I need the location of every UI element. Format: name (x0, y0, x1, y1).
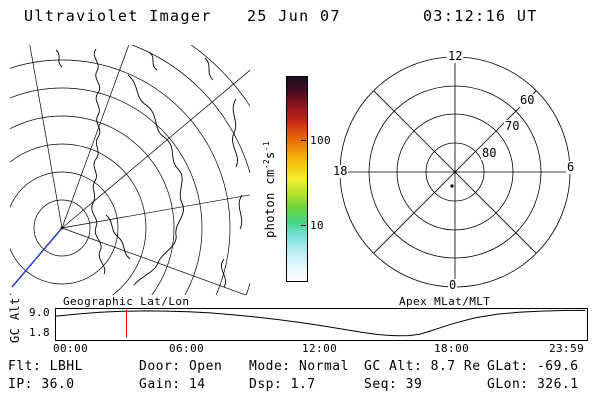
colorbar-unit-label: photon cm-2s-1 (262, 141, 277, 238)
geo-caption: Geographic Lat/Lon (63, 295, 190, 308)
status-door: Door: Open (139, 359, 222, 374)
ytick-bottom: 1.8 (29, 326, 51, 339)
status-label: GLon: (487, 377, 529, 392)
colorbar-tick-label-100: 100 (310, 134, 332, 147)
app-title: Ultraviolet Imager (24, 7, 212, 25)
colorbar-tick-100 (301, 140, 306, 141)
status-label: Flt: (8, 359, 42, 374)
date-display: 25 Jun 07 (247, 7, 341, 25)
geo-grid (10, 45, 250, 295)
status-glat: GLat: -69.6 (487, 359, 579, 374)
status-value: 326.1 (536, 377, 579, 392)
status-value: Normal (298, 359, 349, 374)
mlat-label-70: 70 (504, 119, 521, 134)
unit-text: s (263, 151, 277, 159)
spacecraft-footprint-marker (450, 184, 454, 188)
status-value: -69.6 (536, 359, 579, 374)
mlt-label-0: 0 (448, 278, 458, 293)
xtick-1200: 12:00 (302, 342, 338, 355)
ytick-top: 9.0 (29, 306, 51, 319)
status-glon: GLon: 326.1 (487, 377, 579, 392)
unit-exponent: -2 (262, 158, 271, 170)
unit-text: photon cm (263, 169, 277, 238)
coastlines (55, 48, 243, 288)
status-label: Dsp: (249, 377, 283, 392)
status-label: Door: (139, 359, 181, 374)
orbit-track (11, 227, 63, 288)
status-label: Gain: (139, 377, 181, 392)
status-label: IP: (8, 377, 33, 392)
xtick-2359: 23:59 (549, 342, 585, 355)
xtick-0000: 00:00 (53, 342, 89, 355)
status-label: GLat: (487, 359, 529, 374)
xtick-0600: 06:00 (169, 342, 205, 355)
status-label: Mode: (249, 359, 291, 374)
colorbar-tick-10 (301, 225, 306, 226)
time-display: 03:12:16 UT (423, 7, 538, 25)
status-seq: Seq: 39 (364, 377, 422, 392)
status-value: 36.0 (41, 377, 75, 392)
status-dsp: Dsp: 1.7 (249, 377, 316, 392)
polar-grid (339, 56, 571, 288)
status-gcalt: GC Alt: 8.7 Re (364, 359, 481, 374)
mlt-label-6: 6 (566, 160, 576, 175)
altitude-curve (56, 309, 585, 337)
status-ip: IP: 36.0 (8, 377, 75, 392)
status-value: LBHL (49, 359, 83, 374)
apex-polar-plot (339, 56, 571, 288)
colorbar-tick-label-10: 10 (310, 219, 325, 232)
altitude-strip-chart (55, 308, 588, 341)
status-value: 1.7 (290, 377, 316, 392)
apex-caption: Apex MLat/MLT (399, 295, 491, 308)
mlt-label-12: 12 (447, 49, 464, 64)
status-label: GC Alt: (364, 359, 423, 374)
status-value: Open (188, 359, 223, 374)
unit-exponent: -1 (262, 140, 271, 152)
status-value: 14 (188, 377, 206, 392)
geo-map (10, 45, 250, 295)
pole-marker (60, 226, 64, 230)
status-value: 39 (405, 377, 423, 392)
mlt-label-18: 18 (332, 164, 349, 179)
mlat-label-80: 80 (481, 146, 498, 161)
status-mode: Mode: Normal (249, 359, 349, 374)
status-label: Seq: (364, 377, 398, 392)
status-flt: Flt: LBHL (8, 359, 83, 374)
mlat-label-60: 60 (519, 93, 536, 108)
stripchart-ylabel: GC Alt (8, 297, 22, 343)
xtick-1800: 18:00 (434, 342, 470, 355)
status-gain: Gain: 14 (139, 377, 206, 392)
colorbar (286, 76, 308, 282)
status-value: 8.7 Re (430, 359, 481, 374)
